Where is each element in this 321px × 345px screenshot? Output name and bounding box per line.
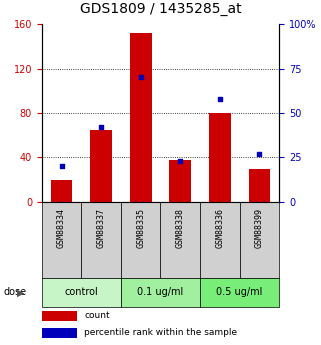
- Text: GSM88399: GSM88399: [255, 208, 264, 248]
- Point: [138, 75, 143, 80]
- Text: GSM88337: GSM88337: [97, 208, 106, 248]
- Bar: [81, 202, 121, 278]
- Text: GSM88338: GSM88338: [176, 208, 185, 248]
- Bar: [121, 278, 200, 307]
- Text: dose: dose: [3, 287, 26, 297]
- Point: [99, 125, 104, 130]
- Bar: [160, 202, 200, 278]
- Point: [217, 96, 222, 101]
- Bar: [169, 160, 191, 202]
- Text: GSM88335: GSM88335: [136, 208, 145, 248]
- Point: [257, 151, 262, 157]
- Text: GDS1809 / 1435285_at: GDS1809 / 1435285_at: [80, 1, 241, 16]
- Text: percentile rank within the sample: percentile rank within the sample: [84, 328, 238, 337]
- Bar: [42, 278, 121, 307]
- Bar: [209, 113, 231, 202]
- Bar: [42, 202, 81, 278]
- Text: 0.1 ug/ml: 0.1 ug/ml: [137, 287, 184, 297]
- Text: ▶: ▶: [17, 287, 25, 297]
- Bar: [42, 310, 77, 321]
- Bar: [248, 168, 270, 202]
- Bar: [51, 180, 73, 202]
- Bar: [200, 278, 279, 307]
- Bar: [90, 130, 112, 202]
- Bar: [130, 33, 152, 202]
- Text: GSM88334: GSM88334: [57, 208, 66, 248]
- Text: count: count: [84, 311, 110, 320]
- Point: [178, 158, 183, 164]
- Point: [59, 164, 64, 169]
- Text: 0.5 ug/ml: 0.5 ug/ml: [216, 287, 263, 297]
- Bar: [42, 328, 77, 338]
- Bar: [121, 202, 160, 278]
- Bar: [200, 202, 240, 278]
- Bar: [240, 202, 279, 278]
- Text: GSM88336: GSM88336: [215, 208, 224, 248]
- Text: control: control: [65, 287, 98, 297]
